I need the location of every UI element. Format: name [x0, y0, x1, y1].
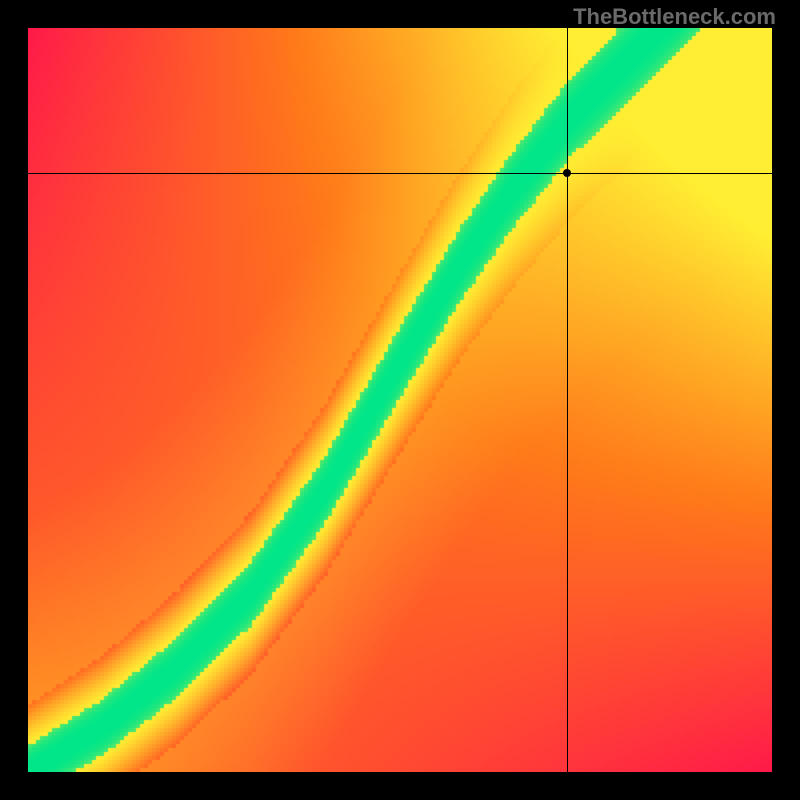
- chart-container: TheBottleneck.com: [0, 0, 800, 800]
- plot-area: [28, 28, 772, 772]
- crosshair-marker: [563, 169, 571, 177]
- crosshair-horizontal: [28, 173, 772, 174]
- watermark-text: TheBottleneck.com: [573, 4, 776, 30]
- heatmap-canvas: [28, 28, 772, 772]
- crosshair-vertical: [567, 28, 568, 772]
